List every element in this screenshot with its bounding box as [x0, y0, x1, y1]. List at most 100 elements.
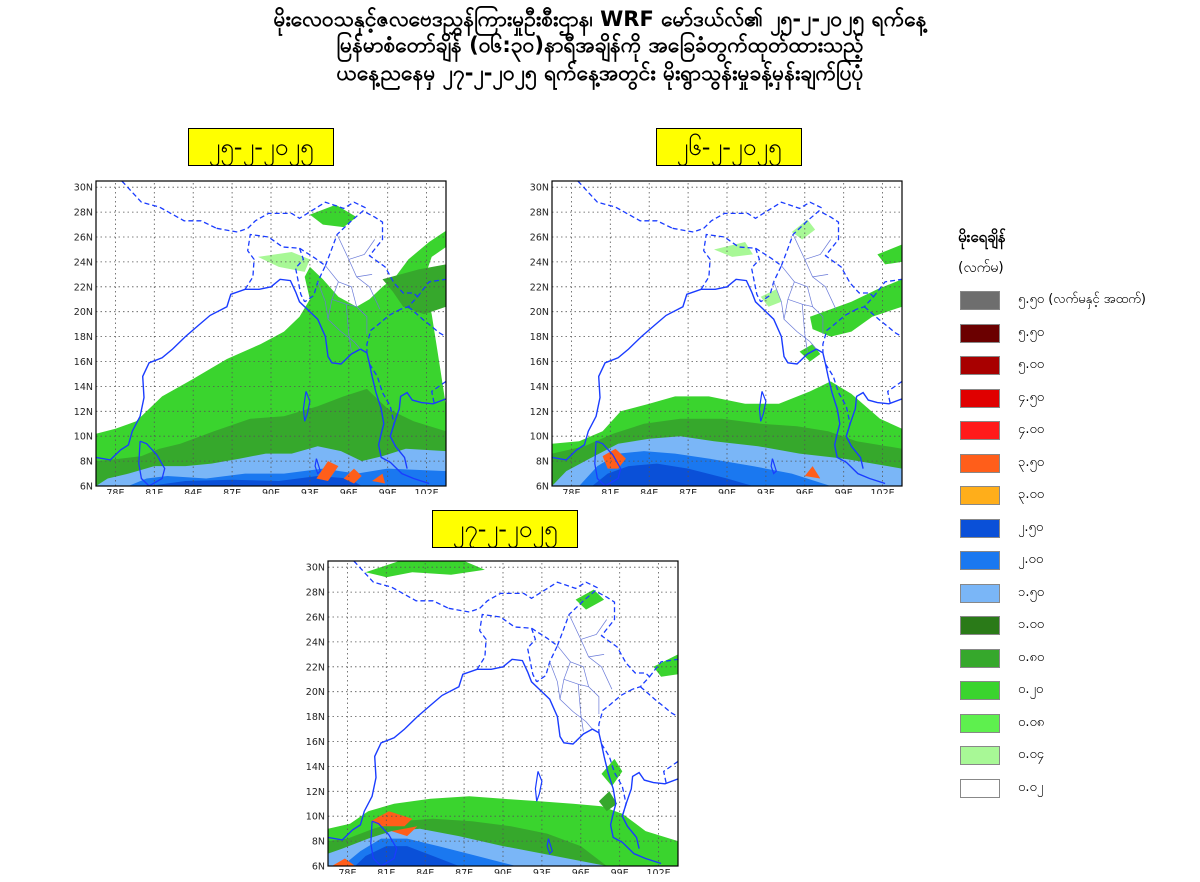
latitude-label: 8N [536, 457, 549, 468]
country-border [299, 247, 327, 303]
rainfall-map-1: 30N 28N 26N 24N 22N 20N 18N 16N 14N 12N 10N 8N 6N 78E… [60, 176, 450, 494]
state-border [345, 304, 352, 352]
legend-swatch [960, 616, 1000, 635]
map-frame [327, 560, 679, 867]
country-border [780, 210, 875, 310]
latitude-label: 30N [530, 183, 549, 194]
rain-area [370, 811, 413, 827]
legend-item: ၀.၀၈ [958, 713, 1198, 734]
latitude-label: 6N [80, 482, 93, 493]
latitude-label: 16N [306, 737, 325, 748]
legend-title: မိုးရေချိန် [958, 228, 1006, 246]
legend-label: ၃.၅၀ [1018, 454, 1045, 470]
rain-area [372, 473, 386, 484]
legend-label: ၀.၀၂ [1018, 779, 1044, 795]
country-border [353, 561, 449, 609]
country-border [121, 181, 217, 229]
country-border [872, 278, 902, 298]
longitude-label: 96E [572, 868, 590, 874]
latitude-label: 14N [306, 762, 325, 773]
country-border [244, 233, 306, 303]
rain-area [355, 846, 459, 866]
latitude-label: 22N [306, 662, 325, 673]
coastline [370, 820, 398, 866]
latitude-label: 26N [530, 233, 549, 244]
country-border [556, 590, 651, 690]
state-border [348, 239, 375, 260]
map-canvas: 30N 28N 26N 24N 22N 20N 18N 16N 14N 12N 10N 8N 6N 78E… [74, 180, 447, 494]
legend-swatch [960, 453, 1000, 473]
latitude-label: 22N [530, 282, 549, 293]
legend-label: ၂.၅၀ [1018, 519, 1044, 535]
latitude-label: 14N [530, 382, 549, 393]
coastline [770, 458, 777, 475]
legend-swatch [960, 291, 1000, 310]
legend-label: ၂.၀၀ [1018, 552, 1044, 567]
rain-area [804, 466, 821, 479]
legend-item: ၄.၀၀ [958, 421, 1198, 441]
country-border [755, 247, 783, 303]
rain-area [592, 463, 753, 486]
longitude-label: 93E [533, 868, 551, 874]
legend-swatch [960, 648, 1000, 668]
longitude-label: 102E [646, 868, 670, 874]
country-border [324, 210, 419, 310]
country-border [430, 380, 446, 404]
map-frame [95, 180, 447, 487]
coastline [534, 771, 543, 802]
country-border [577, 181, 673, 229]
latitude-label: 30N [74, 183, 93, 194]
map-date-label-2: ၂၆-၂-၂၀၂၅ [656, 128, 802, 166]
legend-item: ၁.၀၀ [958, 616, 1198, 636]
coastline [845, 391, 902, 469]
state-border [331, 298, 368, 335]
state-border [781, 265, 813, 307]
coastline [552, 278, 886, 485]
latitude-label: 12N [530, 407, 549, 418]
state-border [773, 281, 785, 320]
latitude-label: 24N [74, 257, 93, 268]
rain-area [343, 468, 362, 484]
country-border [366, 308, 401, 353]
legend-label: ၅.၅၀ (လက်မနှင့် အထက်) [1018, 292, 1146, 307]
longitude-label: 102E [414, 488, 438, 494]
state-border [787, 298, 824, 335]
country-border [531, 627, 559, 683]
state-border [792, 234, 837, 310]
map-date-label-1: ၂၅-၂-၂၀၂၅ [188, 128, 334, 166]
coastline [546, 838, 553, 855]
legend-swatch [960, 323, 1000, 343]
state-border [812, 274, 829, 278]
country-border [672, 201, 824, 233]
longitude-label: 87E [455, 868, 473, 874]
latitude-label: 12N [306, 787, 325, 798]
legend-swatch [960, 388, 1000, 408]
state-border [557, 645, 589, 687]
longitude-label: 87E [223, 488, 241, 494]
latitude-label: 8N [312, 837, 325, 848]
country-border [368, 363, 395, 437]
country-border [822, 308, 857, 353]
longitude-label: 90E [262, 488, 280, 494]
latitude-label: 16N [530, 357, 549, 368]
legend-item: ၂.၅၀ [958, 518, 1198, 539]
country-border [639, 686, 678, 718]
rain-area [810, 279, 902, 337]
longitude-label: 78E [562, 488, 580, 494]
latitude-label: 30N [306, 563, 325, 574]
latitude-label: 18N [530, 332, 549, 343]
legend-label: ၀.၀၄ [1018, 747, 1045, 762]
legend-label: ၀.၂၀ [1018, 682, 1044, 697]
latitude-label: 22N [74, 282, 93, 293]
latitude-label: 18N [74, 332, 93, 343]
rain-area [316, 461, 339, 481]
legend-label: ၄.၀၀ [1018, 422, 1045, 437]
country-border [407, 306, 446, 338]
latitude-label: 20N [306, 687, 325, 698]
state-border [563, 678, 600, 715]
latitude-label: 28N [530, 208, 549, 219]
latitude-label: 26N [306, 613, 325, 624]
latitude-label: 24N [530, 257, 549, 268]
latitude-label: 24N [306, 637, 325, 648]
legend-item: ၄.၅၀ [958, 388, 1198, 409]
